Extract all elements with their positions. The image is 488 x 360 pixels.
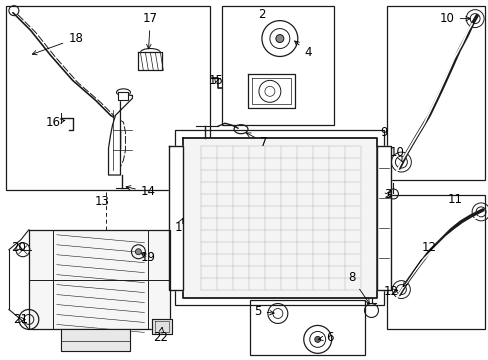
Text: 9: 9 xyxy=(379,126,386,139)
Polygon shape xyxy=(108,95,132,175)
Bar xyxy=(175,130,384,305)
Text: 21: 21 xyxy=(13,313,28,326)
Polygon shape xyxy=(183,138,377,298)
Text: 1: 1 xyxy=(174,219,183,234)
Bar xyxy=(249,300,364,355)
Circle shape xyxy=(275,35,283,42)
Bar xyxy=(222,6,333,125)
Bar xyxy=(386,6,484,180)
Polygon shape xyxy=(377,146,390,289)
Text: 18: 18 xyxy=(32,32,83,55)
Polygon shape xyxy=(29,230,170,329)
Text: 4: 4 xyxy=(294,41,311,59)
Text: 6: 6 xyxy=(318,331,333,344)
Text: 13: 13 xyxy=(95,195,110,208)
Text: 11: 11 xyxy=(447,193,462,206)
Text: 2: 2 xyxy=(258,8,265,21)
Text: 22: 22 xyxy=(153,327,167,344)
Text: 12: 12 xyxy=(383,285,398,298)
Polygon shape xyxy=(247,75,294,108)
Text: 10: 10 xyxy=(439,12,469,25)
Bar xyxy=(6,6,210,190)
Polygon shape xyxy=(152,319,172,334)
Text: 17: 17 xyxy=(142,12,158,49)
Text: 5: 5 xyxy=(254,305,274,318)
Polygon shape xyxy=(138,53,162,71)
Text: 20: 20 xyxy=(11,241,26,254)
Text: 19: 19 xyxy=(141,251,156,264)
Text: 8: 8 xyxy=(347,271,368,303)
Polygon shape xyxy=(169,146,183,289)
Bar xyxy=(386,195,484,329)
Circle shape xyxy=(135,249,141,255)
Text: 7: 7 xyxy=(246,133,267,149)
Circle shape xyxy=(314,336,320,342)
Text: 3: 3 xyxy=(383,188,390,202)
Text: 12: 12 xyxy=(403,241,436,287)
Text: 15: 15 xyxy=(208,74,223,87)
Polygon shape xyxy=(118,92,128,100)
Polygon shape xyxy=(61,329,130,351)
Text: 16: 16 xyxy=(45,116,64,129)
Text: 10: 10 xyxy=(389,145,404,162)
Text: 14: 14 xyxy=(126,185,156,198)
